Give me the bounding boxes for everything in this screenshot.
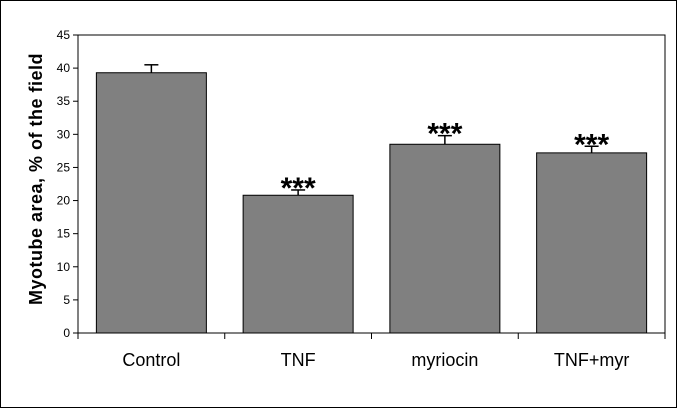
bar-tnf-myr (536, 152, 648, 334)
x-category-label-0: Control (122, 350, 180, 370)
y-tick-label-5: 5 (63, 293, 70, 307)
y-axis-label: Myotube area, % of the field (26, 53, 46, 305)
bar-myriocin (389, 143, 501, 334)
y-tick-label-40: 40 (57, 61, 71, 75)
significance-marker-2: *** (427, 118, 462, 151)
significance-marker-1: *** (281, 172, 316, 205)
y-tick-label-30: 30 (57, 127, 71, 141)
bar-tnf (242, 194, 354, 334)
y-tick-label-20: 20 (57, 194, 71, 208)
plot-area: 0 5 10 15 20 25 30 35 40 45 Control *** TNF *** myrioc… (57, 28, 666, 370)
significance-marker-3: *** (574, 128, 609, 161)
bar-control (95, 72, 207, 334)
x-category-label-3: TNF+myr (554, 350, 630, 370)
y-tick-label-0: 0 (63, 326, 70, 340)
y-tick-label-45: 45 (57, 28, 71, 42)
x-category-label-2: myriocin (411, 350, 478, 370)
y-tick-label-35: 35 (57, 94, 71, 108)
y-tick-label-10: 10 (57, 260, 71, 274)
y-tick-label-15: 15 (57, 227, 71, 241)
y-tick-label-25: 25 (57, 160, 71, 174)
x-category-label-1: TNF (281, 350, 316, 370)
